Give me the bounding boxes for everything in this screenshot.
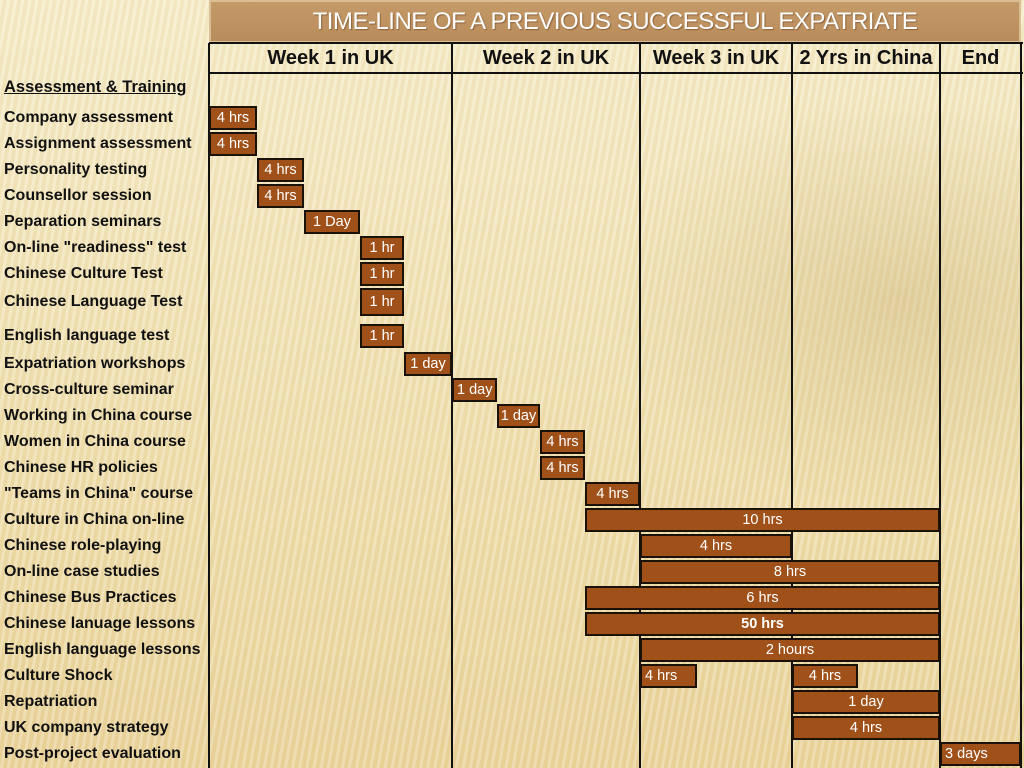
column-header-5: End: [961, 46, 1000, 69]
column-divider-4: [939, 43, 941, 768]
row-label: Assignment assessment: [4, 135, 192, 152]
header-bottom-rule: [209, 72, 1023, 74]
duration-bar: 3 days: [940, 742, 1021, 766]
row-label: On-line "readiness" test: [4, 239, 187, 256]
duration-bar: 4 hrs: [209, 106, 257, 130]
row-label: Cross-culture seminar: [4, 381, 174, 398]
row-label: Chinese Language Test: [4, 293, 183, 310]
duration-bar: 4 hrs: [640, 534, 792, 558]
duration-bar: 4 hrs: [640, 664, 697, 688]
column-divider-3: [791, 43, 793, 768]
row-label: UK company strategy: [4, 719, 169, 736]
row-label: Chinese HR policies: [4, 459, 158, 476]
duration-bar: 4 hrs: [257, 158, 304, 182]
row-label: Repatriation: [4, 693, 98, 710]
column-header-2: Week 2 in UK: [482, 46, 610, 69]
row-label: Company assessment: [4, 109, 173, 126]
column-header-1: Week 1 in UK: [267, 46, 394, 69]
duration-bar: 4 hrs: [540, 430, 585, 454]
column-divider-5: [1020, 43, 1022, 768]
duration-bar: 2 hours: [640, 638, 940, 662]
column-divider-1: [451, 43, 453, 768]
column-header-3: Week 3 in UK: [652, 46, 780, 69]
duration-bar: 1 day: [404, 352, 452, 376]
duration-bar: 1 Day: [304, 210, 360, 234]
duration-bar: 50 hrs: [585, 612, 940, 636]
duration-bar: 1 day: [792, 690, 940, 714]
duration-bar: 1 day: [497, 404, 540, 428]
row-label: Chinese Culture Test: [4, 265, 163, 282]
row-label: On-line case studies: [4, 563, 160, 580]
row-label: Chinese role-playing: [4, 537, 162, 554]
slide-title: TIME-LINE OF A PREVIOUS SUCCESSFUL EXPAT…: [209, 0, 1021, 43]
row-label: Peparation seminars: [4, 213, 162, 230]
duration-bar: 4 hrs: [792, 716, 940, 740]
duration-bar: 4 hrs: [257, 184, 304, 208]
row-label: English language lessons: [4, 641, 201, 658]
duration-bar: 10 hrs: [585, 508, 940, 532]
row-label: Counsellor session: [4, 187, 152, 204]
duration-bar: 1 day: [452, 378, 497, 402]
column-header-4: 2 Yrs in China: [799, 46, 933, 69]
row-label: Personality testing: [4, 161, 148, 178]
row-label: Working in China course: [4, 407, 193, 424]
section-label: Assessment & Training: [4, 78, 187, 96]
column-divider-0: [208, 43, 210, 768]
duration-bar: 6 hrs: [585, 586, 940, 610]
duration-bar: 1 hr: [360, 288, 404, 316]
row-label: English language test: [4, 327, 170, 344]
row-label: Expatriation workshops: [4, 355, 186, 372]
row-label: Chinese Bus Practices: [4, 589, 177, 606]
column-divider-2: [639, 43, 641, 768]
row-label: Chinese lanuage lessons: [4, 615, 196, 632]
header-top-rule: [209, 42, 1023, 44]
row-label: Culture in China on-line: [4, 511, 185, 528]
row-label: Women in China course: [4, 433, 186, 450]
duration-bar: 1 hr: [360, 324, 404, 348]
row-label: Post-project evaluation: [4, 745, 181, 762]
duration-bar: 4 hrs: [792, 664, 858, 688]
duration-bar: 4 hrs: [585, 482, 640, 506]
row-label: Culture Shock: [4, 667, 113, 684]
duration-bar: 4 hrs: [540, 456, 585, 480]
duration-bar: 8 hrs: [640, 560, 940, 584]
duration-bar: 4 hrs: [209, 132, 257, 156]
duration-bar: 1 hr: [360, 262, 404, 286]
duration-bar: 1 hr: [360, 236, 404, 260]
row-label: "Teams in China" course: [4, 485, 194, 502]
